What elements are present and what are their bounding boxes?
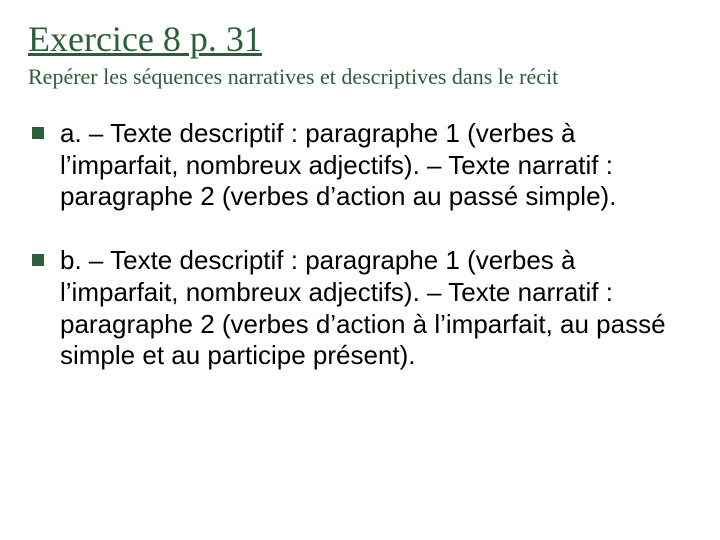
list-item: b. – Texte descriptif : paragraphe 1 (ve… [28,245,692,372]
slide-subtitle: Repérer les séquences narratives et desc… [28,64,692,90]
list-item-text: b. – Texte descriptif : paragraphe 1 (ve… [60,245,692,372]
list-item-text: a. – Texte descriptif : paragraphe 1 (ve… [60,118,692,213]
list-item: a. – Texte descriptif : paragraphe 1 (ve… [28,118,692,213]
square-bullet-icon [32,254,44,266]
square-bullet-icon [32,127,44,139]
slide: Exercice 8 p. 31 Repérer les séquences n… [0,0,720,540]
bullet-list: a. – Texte descriptif : paragraphe 1 (ve… [28,118,692,372]
slide-title: Exercice 8 p. 31 [28,18,692,60]
